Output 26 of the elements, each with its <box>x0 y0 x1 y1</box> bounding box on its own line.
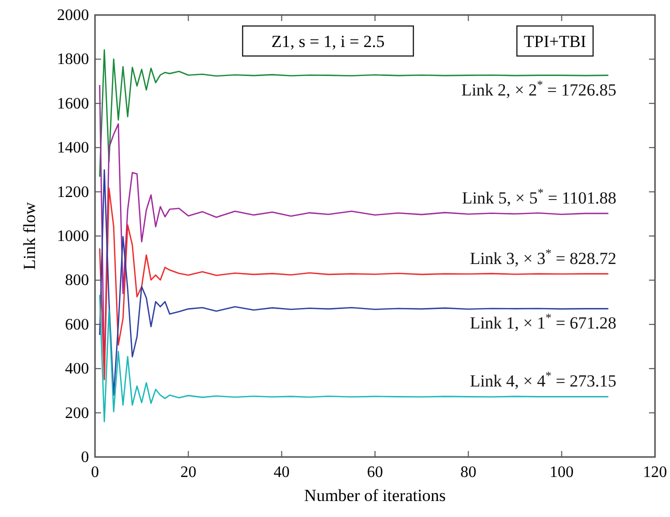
y-tick-label: 1600 <box>57 95 89 112</box>
x-tick-label: 80 <box>460 464 476 481</box>
y-tick-label: 600 <box>65 316 89 334</box>
x-tick-label: 60 <box>367 464 383 481</box>
y-tick-label: 800 <box>65 272 89 290</box>
y-tick-label: 1200 <box>57 184 89 201</box>
y-axis-title: Link flow <box>20 202 39 270</box>
series-label: Link 4, × 4$^{*}$ = 273.15 <box>470 368 616 391</box>
series-label: Link 5, × 5$^{*}$ = 1101.88 <box>462 185 616 208</box>
x-tick-label: 100 <box>550 464 574 481</box>
annotation: Z1, s = 1, i = 2.5 <box>271 32 385 51</box>
y-tick-label: 1000 <box>57 228 89 245</box>
y-tick-label: 1800 <box>57 51 89 68</box>
y-tick-label: 200 <box>65 404 89 422</box>
series-label: Link 3, × 3$^{*}$ = 828.72 <box>470 246 616 268</box>
y-tick-label: 1400 <box>57 140 89 157</box>
x-axis-title: Number of iterations <box>304 486 446 505</box>
y-tick-label: 0 <box>81 449 89 466</box>
x-tick-label: 40 <box>274 464 290 481</box>
annotation: TPI+TBI <box>524 32 587 51</box>
y-tick-label: 2000 <box>57 7 89 24</box>
x-tick-label: 120 <box>643 464 667 481</box>
series-label: Link 1, × 1$^{*}$ = 671.28 <box>470 310 616 333</box>
series-label: Link 2, × 2$^{*}$ = 1726.85 <box>461 77 616 100</box>
y-tick-label: 400 <box>65 360 89 378</box>
x-tick-label: 20 <box>180 464 196 481</box>
